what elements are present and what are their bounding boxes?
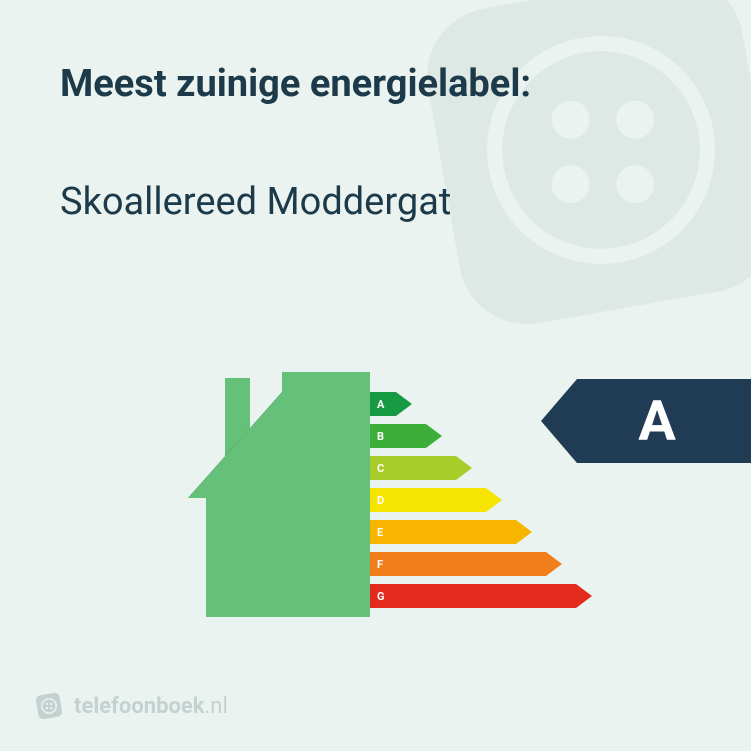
bar-label: G [377, 591, 385, 602]
bar-body [370, 488, 486, 512]
bar-arrow-icon [456, 456, 472, 480]
bar-arrow-icon [546, 552, 562, 576]
bar-label: E [377, 527, 383, 538]
bar-label: C [377, 463, 384, 474]
location-subtitle: Skoallereed Moddergat [60, 180, 451, 224]
bar-arrow-icon [576, 584, 592, 608]
page-title: Meest zuinige energielabel: [60, 62, 531, 106]
badge-body: A [577, 379, 751, 463]
energy-label-chart: A B C D E F G [170, 372, 600, 617]
bar-label: B [377, 431, 384, 442]
bar-label: D [377, 495, 384, 506]
footer-brand: telefoonboek.nl [34, 691, 228, 721]
brand-name-light: .nl [205, 694, 228, 719]
badge-arrow-icon [541, 379, 577, 463]
badge-letter: A [638, 393, 676, 449]
brand-logo-icon [34, 691, 64, 721]
brand-name-bold: telefoonboek [74, 694, 205, 719]
watermark-icon [411, 0, 751, 340]
bar-arrow-icon [426, 424, 442, 448]
bar-body [370, 552, 546, 576]
bar-arrow-icon [486, 488, 502, 512]
bar-label: A [377, 399, 384, 410]
brand-text: telefoonboek.nl [74, 694, 228, 719]
bar-arrow-icon [516, 520, 532, 544]
bar-body [370, 520, 516, 544]
bar-body [370, 584, 576, 608]
energy-rating-badge: A [541, 379, 751, 463]
bar-label: F [377, 559, 383, 570]
house-icon [170, 372, 370, 617]
bar-arrow-icon [396, 392, 412, 416]
